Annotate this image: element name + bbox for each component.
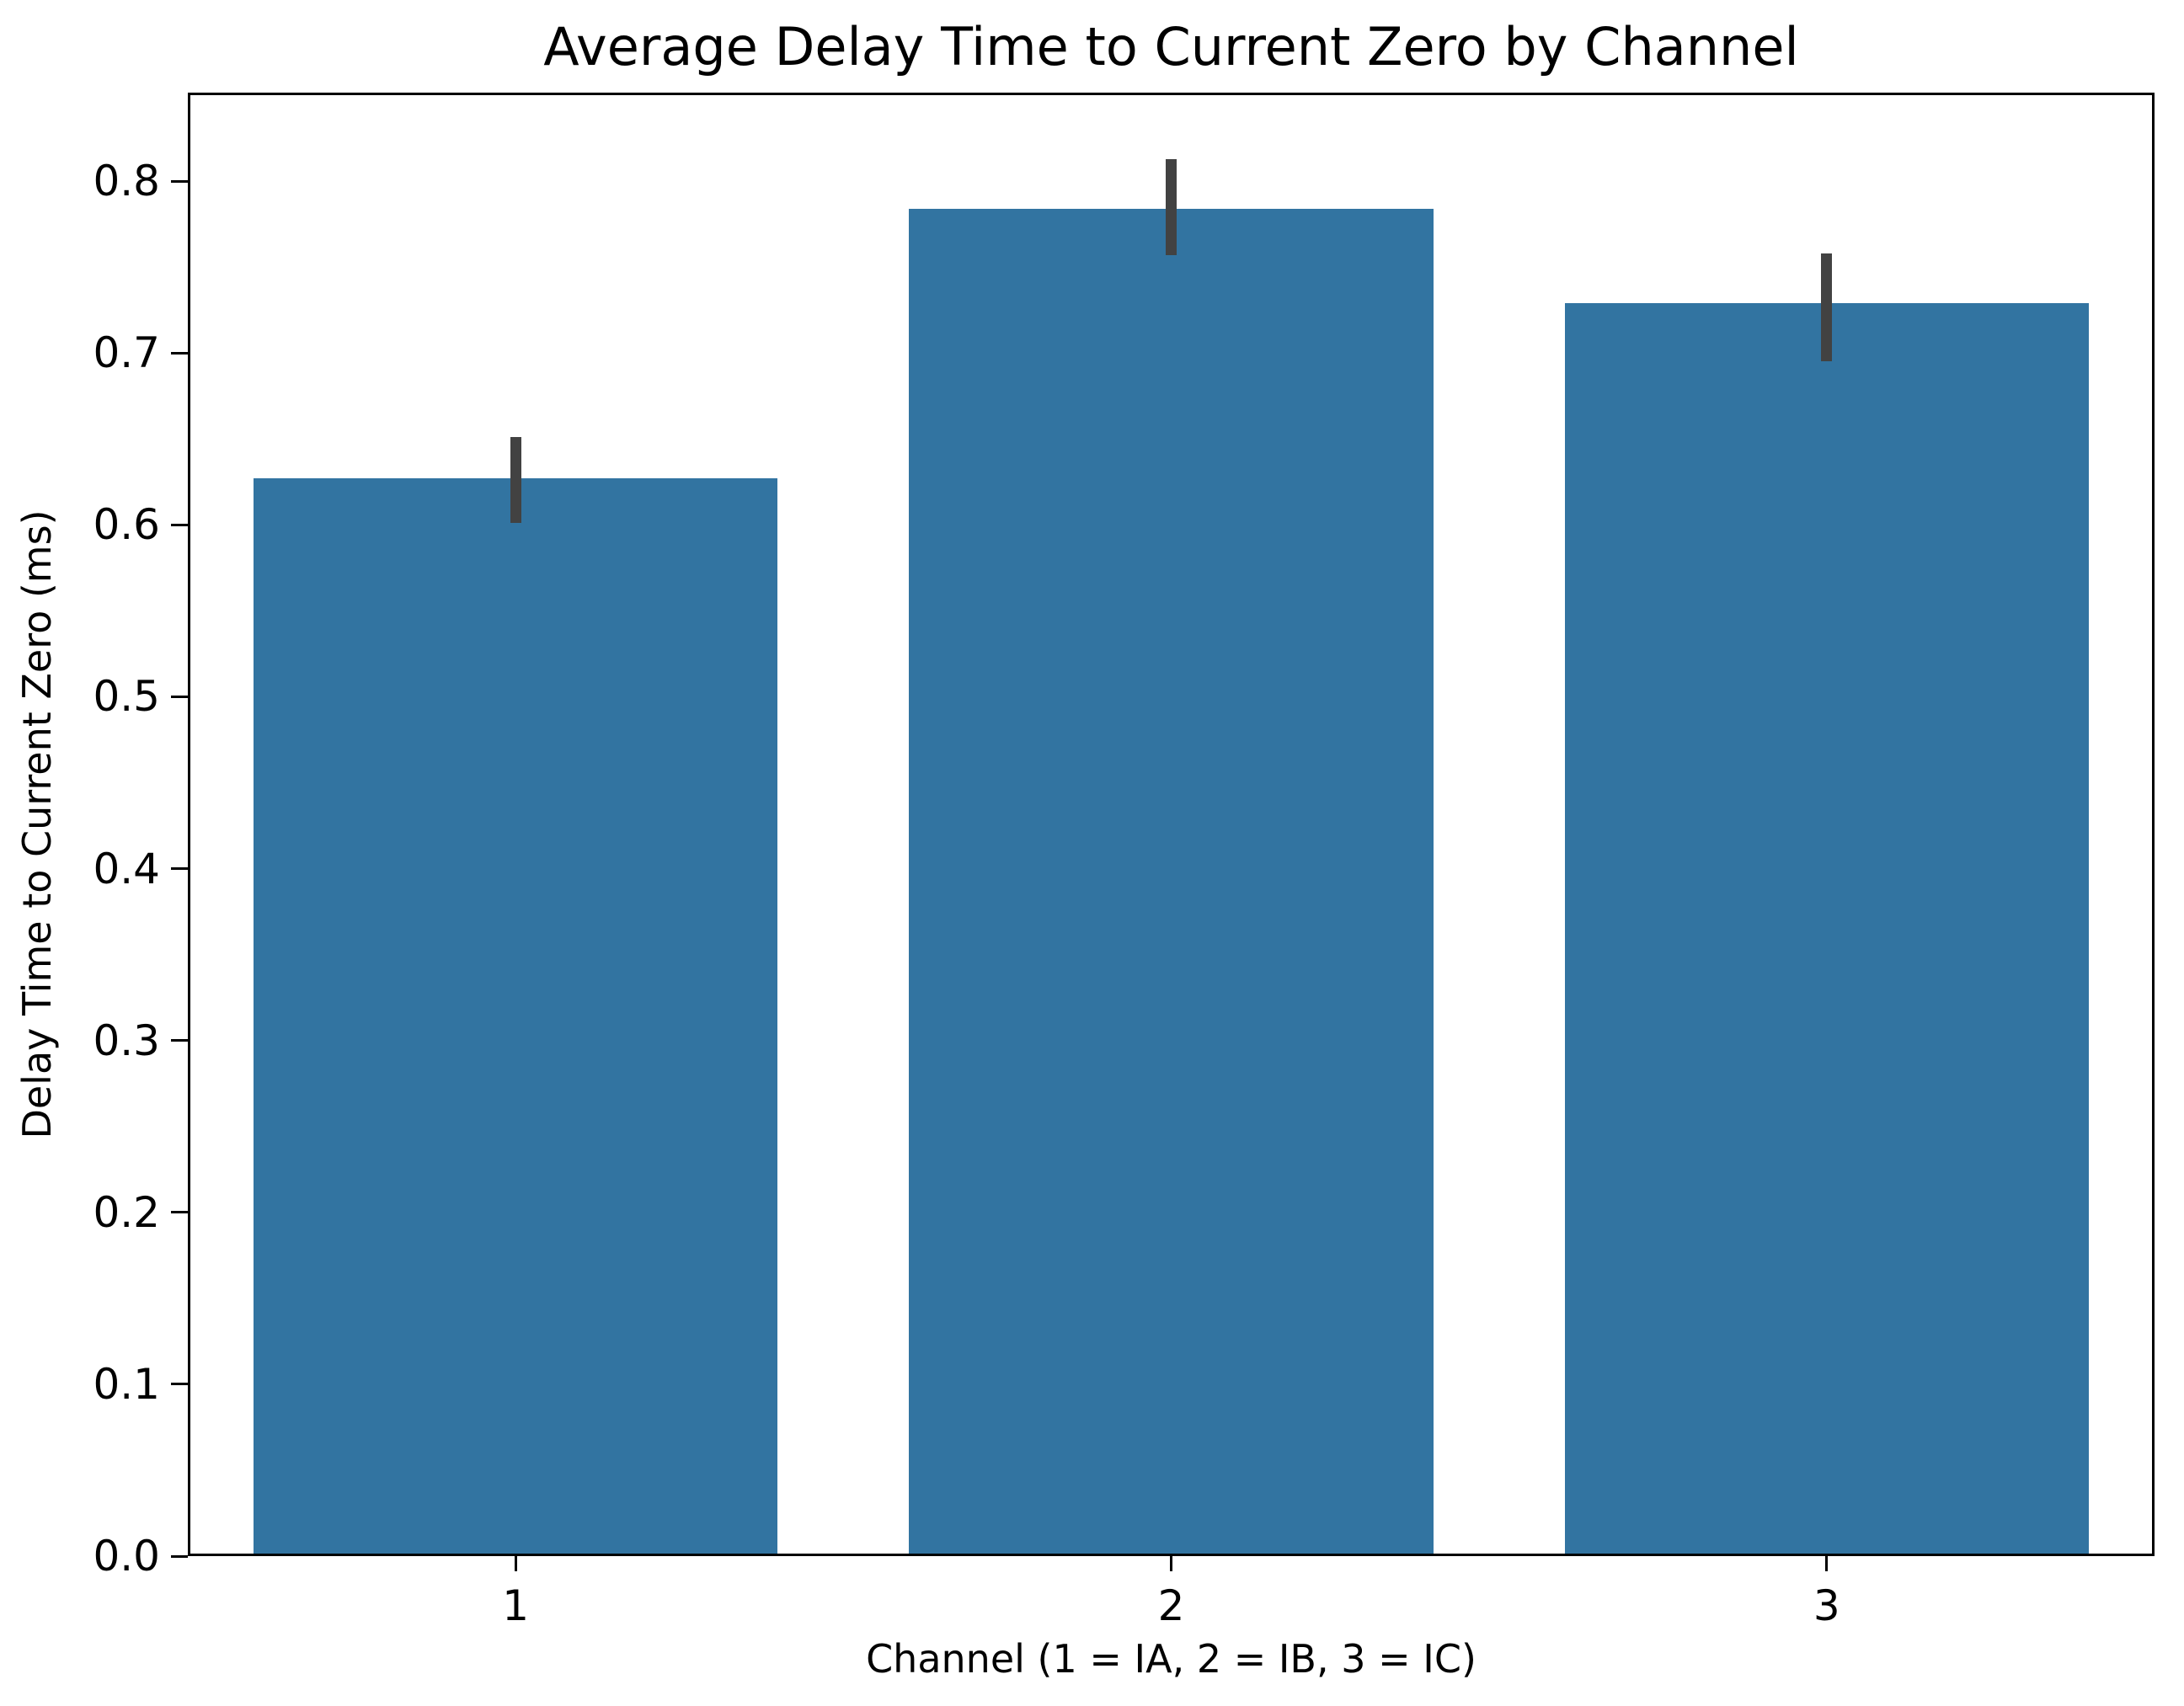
y-tick-label: 0.4 xyxy=(93,844,160,893)
error-bar-channel-1 xyxy=(510,437,521,524)
y-tick-mark xyxy=(171,867,188,871)
y-tick-label: 0.2 xyxy=(93,1187,160,1237)
x-tick-label-3: 3 xyxy=(1813,1581,1840,1630)
y-tick-mark xyxy=(171,179,188,183)
y-tick-label: 0.7 xyxy=(93,328,160,378)
x-axis-label: Channel (1 = IA, 2 = IB, 3 = IC) xyxy=(866,1636,1476,1682)
y-tick-label: 0.8 xyxy=(93,157,160,206)
y-tick-mark xyxy=(171,1383,188,1386)
y-tick-mark xyxy=(171,523,188,526)
x-tick-mark-3 xyxy=(1825,1556,1829,1571)
y-tick-label: 0.6 xyxy=(93,500,160,550)
y-tick-label: 0.5 xyxy=(93,672,160,722)
chart-title: Average Delay Time to Current Zero by Ch… xyxy=(543,16,1799,77)
y-tick-label: 0.3 xyxy=(93,1016,160,1065)
y-tick-label: 0.1 xyxy=(93,1359,160,1409)
x-tick-mark-2 xyxy=(1170,1556,1172,1571)
y-tick-label: 0.0 xyxy=(93,1532,160,1581)
x-tick-label-1: 1 xyxy=(502,1581,530,1630)
y-tick-mark xyxy=(171,695,188,698)
y-tick-mark xyxy=(171,1554,188,1558)
bar-channel-3 xyxy=(1564,303,2090,1554)
y-tick-mark xyxy=(171,1211,188,1214)
bar-channel-2 xyxy=(909,208,1434,1554)
y-tick-mark xyxy=(171,351,188,355)
error-bar-channel-2 xyxy=(1166,158,1177,255)
y-tick-mark xyxy=(171,1039,188,1042)
x-tick-label-2: 2 xyxy=(1157,1581,1185,1630)
x-tick-mark-1 xyxy=(514,1556,517,1571)
bar-channel-1 xyxy=(253,478,778,1554)
error-bar-channel-3 xyxy=(1821,253,1833,362)
